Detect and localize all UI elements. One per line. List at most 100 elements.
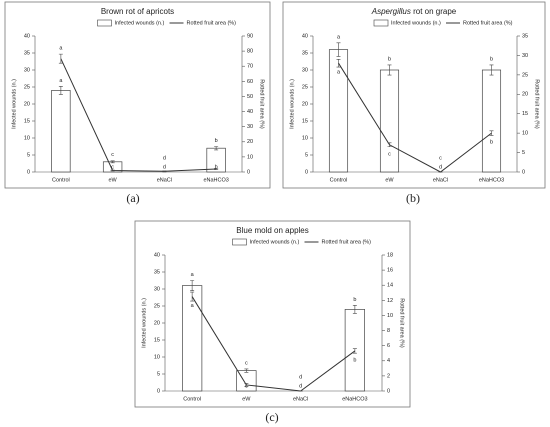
- error-bar: [190, 280, 195, 291]
- y-axis-label: Infected wounds (n.): [11, 79, 17, 129]
- x-tick-label: eNaHCO3: [342, 396, 367, 402]
- y2-tick-label: 30: [522, 53, 528, 59]
- y2-tick-label: 20: [522, 92, 528, 98]
- panel-label: (a): [126, 191, 139, 205]
- error-bar: [214, 146, 219, 151]
- y-tick-label: 0: [27, 169, 30, 175]
- bar-letter: d: [163, 155, 166, 161]
- x-tick-label: eNaHCO3: [479, 177, 504, 183]
- bar-letter: c: [111, 152, 114, 158]
- x-tick-label: Control: [52, 177, 70, 183]
- y-tick-label: 0: [305, 169, 308, 175]
- y2-axis-label: Rotted fruit area (%): [259, 79, 265, 129]
- y-tick-label: 35: [302, 50, 308, 56]
- legend-label: Rotted fruit area (%): [322, 239, 372, 245]
- y-tick-label: 20: [302, 101, 308, 107]
- line-error-bar: [336, 59, 341, 68]
- chart-title: Blue mold on apples: [236, 226, 309, 235]
- panel-label: (b): [406, 191, 420, 205]
- error-bar: [489, 64, 494, 76]
- panel-frame: [134, 220, 411, 408]
- legend-label: Infected wounds (n.): [250, 239, 300, 245]
- y-axis-label: Infected wounds (n.): [141, 298, 147, 348]
- y-axis-label: Infected wounds (n.): [289, 79, 295, 129]
- error-bar: [110, 160, 115, 164]
- line: [191, 296, 356, 392]
- panel-label: (c): [265, 410, 278, 424]
- title-text: rot on grape: [413, 7, 457, 16]
- bar: [481, 69, 502, 173]
- y2-tick-label: 20: [247, 139, 253, 145]
- panel-frame: [4, 1, 271, 189]
- y-tick-label: 15: [302, 118, 308, 124]
- bar: [182, 285, 203, 392]
- line-letter: b: [215, 164, 218, 170]
- y-tick-label: 20: [24, 101, 30, 107]
- line-error-bar: [214, 168, 219, 170]
- y2-tick-label: 40: [247, 109, 253, 115]
- y2-tick-label: 4: [387, 358, 390, 364]
- y-tick-label: 25: [154, 303, 160, 309]
- bar-letter: b: [490, 56, 493, 62]
- title-italic: Aspergillus: [371, 7, 411, 16]
- y2-tick-label: 15: [522, 111, 528, 117]
- y-tick-label: 25: [302, 84, 308, 90]
- y2-tick-label: 50: [247, 94, 253, 100]
- y-tick-label: 30: [302, 67, 308, 73]
- line: [338, 62, 492, 173]
- y2-tick-label: 90: [247, 33, 253, 39]
- bar: [51, 90, 71, 173]
- bar-letter: b: [215, 138, 218, 144]
- line-error-bar: [58, 53, 63, 64]
- legend-swatch: [373, 19, 389, 27]
- y-tick-label: 40: [302, 33, 308, 39]
- x-tick-label: Control: [183, 396, 201, 402]
- y-tick-label: 20: [154, 320, 160, 326]
- x-tick-label: eNaCl: [293, 396, 308, 402]
- bar-letter: a: [59, 78, 63, 84]
- line-letter: c: [245, 383, 248, 389]
- y2-tick-label: 0: [387, 388, 390, 394]
- line-error-bar: [190, 291, 195, 302]
- y-tick-label: 25: [24, 84, 30, 90]
- y-tick-label: 30: [154, 286, 160, 292]
- y-tick-label: 10: [24, 135, 30, 141]
- bar-letter: c: [439, 155, 442, 161]
- y-tick-label: 10: [302, 135, 308, 141]
- line-letter: b: [353, 357, 356, 363]
- x-tick-label: eW: [109, 177, 118, 183]
- y-tick-label: 5: [27, 152, 30, 158]
- y2-axis-label: Rotted fruit area (%): [534, 79, 540, 129]
- y2-tick-label: 0: [247, 169, 250, 175]
- y2-tick-label: 80: [247, 49, 253, 55]
- line-letter: d: [299, 383, 302, 389]
- line-letter: a: [191, 303, 195, 309]
- y2-tick-label: 35: [522, 33, 528, 39]
- legend-label: Infected wounds (n.): [115, 20, 165, 26]
- bar-letter: d: [299, 374, 302, 380]
- panel-frame: [282, 1, 546, 189]
- chart-title: Brown rot of apricots: [101, 7, 174, 16]
- y2-tick-label: 14: [387, 283, 393, 289]
- y2-tick-label: 70: [247, 64, 253, 70]
- line-error-bar: [352, 348, 357, 354]
- y-tick-label: 40: [154, 252, 160, 258]
- legend-swatch: [97, 19, 112, 27]
- y2-tick-label: 18: [387, 252, 393, 258]
- bar-letter: c: [245, 360, 248, 366]
- bar-letter: a: [337, 34, 341, 40]
- x-tick-label: eW: [385, 177, 394, 183]
- y-tick-label: 15: [24, 118, 30, 124]
- y2-tick-label: 10: [522, 131, 528, 137]
- line-letter: c: [388, 151, 391, 157]
- y2-tick-label: 60: [247, 79, 253, 85]
- x-tick-label: eW: [242, 396, 251, 402]
- line-letter: b: [490, 140, 493, 146]
- y-tick-label: 5: [157, 371, 160, 377]
- y2-axis-label: Rotted fruit area (%): [399, 298, 405, 348]
- y-tick-label: 15: [154, 337, 160, 343]
- y-tick-label: 10: [154, 354, 160, 360]
- y-tick-label: 30: [24, 67, 30, 73]
- y2-tick-label: 10: [247, 154, 253, 160]
